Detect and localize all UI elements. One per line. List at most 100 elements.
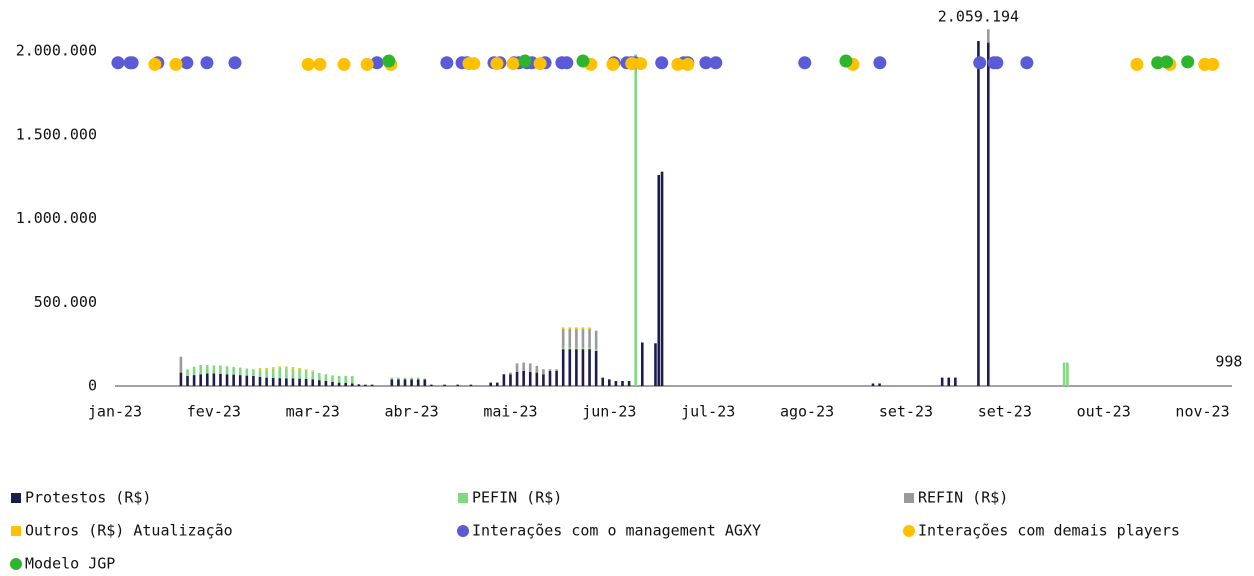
- dot: [625, 57, 639, 71]
- bar-segment: [654, 343, 657, 386]
- dot: [228, 56, 242, 70]
- bar-segment: [575, 329, 578, 348]
- bar-segment: [179, 356, 183, 373]
- y-tick-label: 2.000.000: [16, 42, 97, 60]
- legend-label: Interações com o management AGXY: [472, 522, 761, 540]
- dot: [148, 57, 162, 71]
- bar-segment: [502, 374, 506, 386]
- dot: [111, 56, 125, 70]
- x-tick-label: set-23: [879, 403, 933, 421]
- x-tick-label: nov-23: [1175, 403, 1229, 421]
- bar-segment: [528, 371, 532, 386]
- bar-segment: [219, 365, 222, 374]
- dot: [1020, 56, 1034, 70]
- y-tick-label: 1.500.000: [16, 125, 97, 143]
- bar-segment: [304, 378, 308, 386]
- bar-segment: [621, 380, 624, 386]
- dot: [360, 57, 374, 71]
- bar-segment: [291, 367, 295, 369]
- bar-segment: [350, 383, 354, 386]
- y-tick-label: 500.000: [34, 293, 97, 311]
- bar-segment: [548, 369, 552, 371]
- bar-segment: [245, 368, 249, 376]
- bar-segment: [522, 362, 525, 371]
- bar-segment: [561, 329, 565, 348]
- bar-segment: [410, 379, 413, 386]
- bar-segment: [232, 367, 235, 375]
- legend-marker: [457, 525, 469, 537]
- bar-segment: [265, 377, 268, 386]
- bar-segment: [515, 371, 519, 386]
- bar-segment: [311, 370, 315, 372]
- bar-segment: [324, 374, 328, 381]
- dot: [169, 57, 183, 71]
- bar-segment: [390, 377, 394, 380]
- bar-segment: [954, 377, 957, 386]
- legend-label: PEFIN (R$): [472, 489, 562, 507]
- bar-segment: [410, 377, 413, 380]
- bar-segment: [271, 368, 275, 378]
- bar-segment: [878, 383, 881, 386]
- bar-segment: [225, 374, 229, 386]
- bar-segment: [370, 384, 374, 386]
- bar-segment: [657, 174, 661, 386]
- bar-segment: [575, 349, 578, 386]
- bar-segment: [568, 347, 572, 350]
- x-tick-label: mai-23: [483, 403, 537, 421]
- dot: [490, 57, 504, 71]
- legend-label: Protestos (R$): [25, 489, 151, 507]
- dot: [370, 56, 384, 70]
- dot: [337, 57, 351, 71]
- dot: [576, 54, 590, 68]
- bar-segment: [509, 374, 512, 386]
- bar-segment: [397, 377, 400, 380]
- bar-segment: [331, 381, 334, 386]
- dot: [671, 57, 685, 71]
- bar-segment: [588, 349, 591, 386]
- dot: [313, 57, 327, 71]
- bar-segment: [430, 384, 433, 386]
- legend-marker: [11, 493, 21, 503]
- bar-segment: [614, 380, 618, 386]
- bar-segment: [324, 380, 328, 386]
- bar-segment: [581, 347, 585, 350]
- dot: [200, 56, 214, 70]
- bar-segment: [186, 369, 189, 376]
- dot: [180, 56, 194, 70]
- bar-segment: [212, 365, 216, 374]
- bar-segment: [469, 384, 473, 386]
- bar-segment: [871, 383, 875, 386]
- bar-segment: [311, 371, 315, 380]
- bar-segment: [495, 382, 499, 386]
- bar-segment: [304, 370, 308, 379]
- bar-segment: [258, 367, 262, 370]
- bar-segment: [568, 327, 572, 330]
- dot: [606, 57, 620, 71]
- dot: [301, 57, 315, 71]
- bar-segment: [344, 382, 347, 386]
- bar-segment: [344, 375, 347, 383]
- bar-segment: [179, 372, 183, 386]
- bar-segment: [568, 349, 572, 386]
- dot: [533, 57, 547, 71]
- x-tick-label: set-23: [978, 403, 1032, 421]
- bar-segment: [298, 368, 301, 370]
- bar-segment: [568, 329, 572, 348]
- x-tick-label: ago-23: [780, 403, 834, 421]
- bar-segment: [337, 382, 341, 386]
- bar-segment: [199, 374, 202, 386]
- bar-segment: [561, 349, 565, 386]
- bar-segment: [298, 378, 301, 386]
- bar-segment: [535, 365, 539, 373]
- bar-segment: [245, 375, 249, 386]
- bar-segment: [271, 377, 275, 386]
- bar-segment: [192, 375, 196, 386]
- annotation: 998: [1215, 352, 1242, 370]
- bar-segment: [987, 42, 990, 386]
- dot: [709, 56, 723, 70]
- bar-segment: [278, 368, 282, 379]
- legend-marker: [458, 493, 468, 503]
- x-tick-label: jul-23: [681, 403, 735, 421]
- dot: [467, 57, 481, 71]
- bar-segment: [977, 41, 980, 386]
